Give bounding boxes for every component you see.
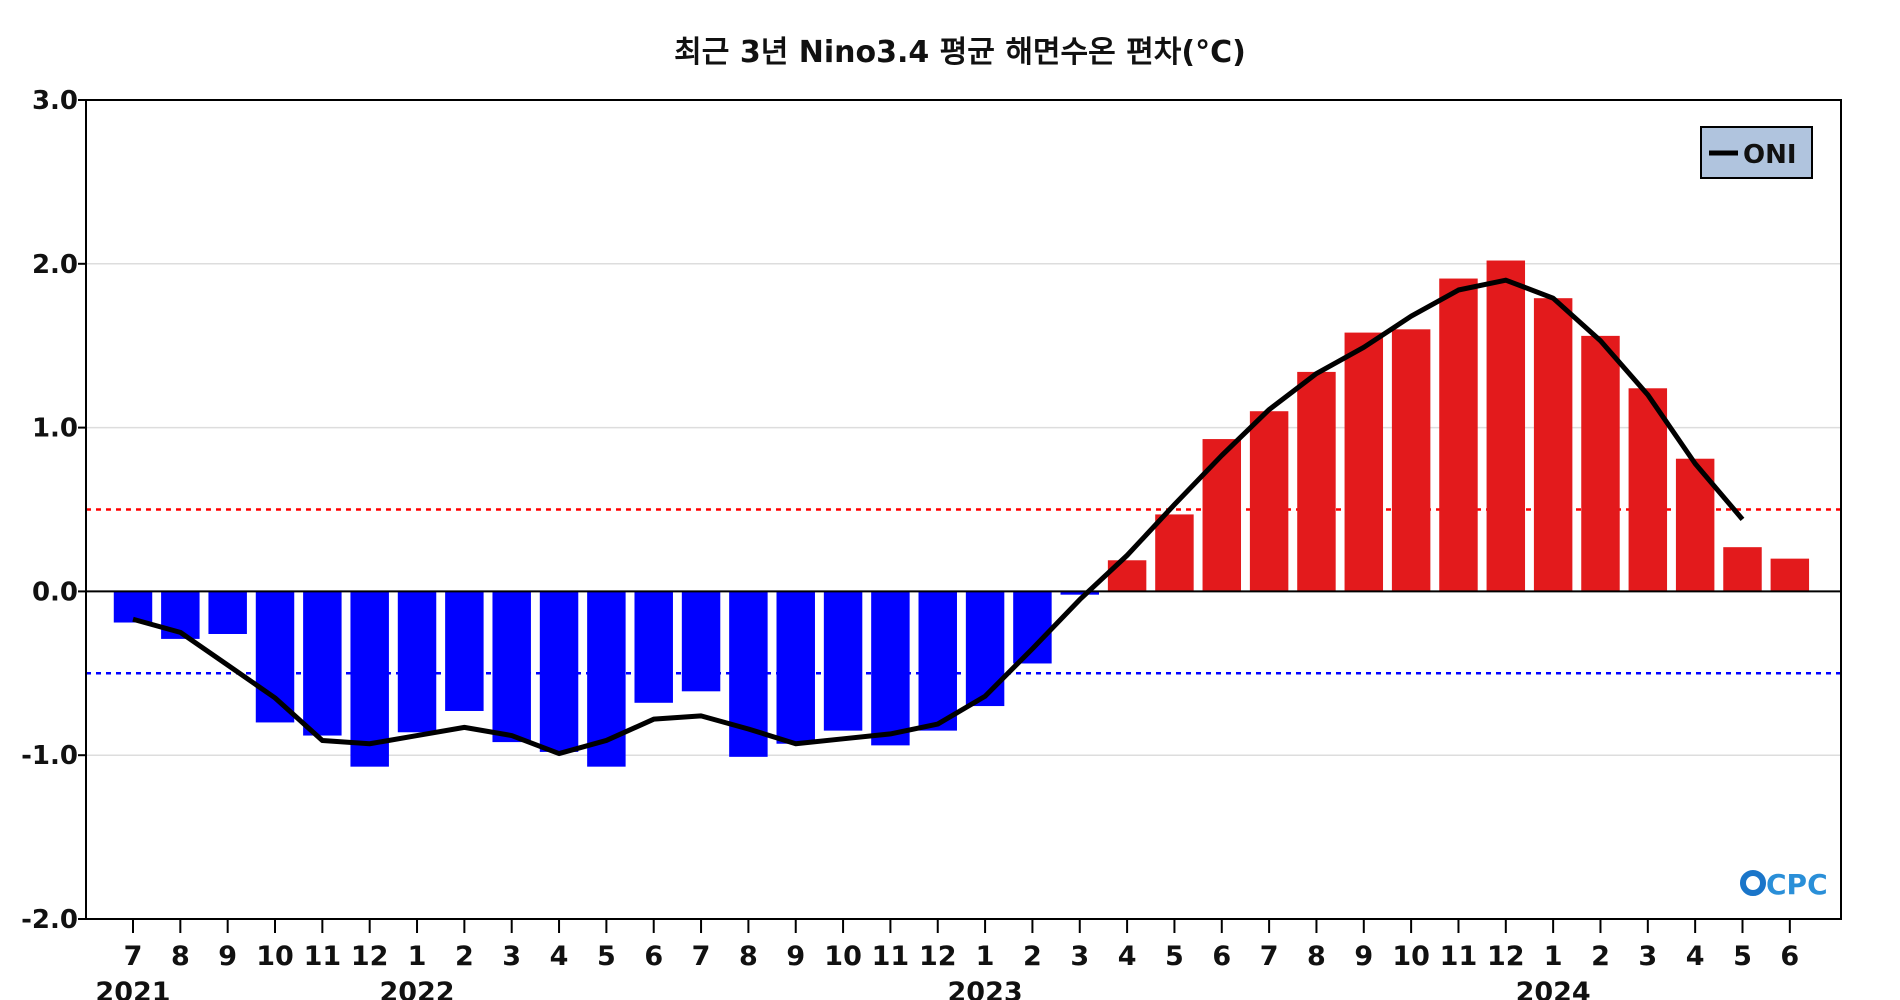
legend-label-oni: ONI: [1743, 140, 1797, 170]
x-tick-label: 5: [1165, 941, 1184, 972]
x-tick-label: 6: [644, 941, 663, 972]
x-tick-label: 12: [919, 941, 957, 972]
bar: [1581, 335, 1620, 592]
x-tick-label: 10: [1392, 941, 1430, 972]
x-tick-label: 11: [872, 941, 910, 972]
year-label: 2024: [1516, 977, 1591, 1000]
bar: [871, 591, 910, 746]
bar: [113, 591, 153, 623]
oni-line: [132, 277, 1745, 757]
bar: [634, 591, 673, 703]
x-tick-label: 4: [1686, 941, 1705, 972]
x-tick-label: 5: [597, 941, 616, 972]
bar: [587, 591, 626, 767]
bar: [350, 591, 389, 767]
bar: [823, 591, 863, 731]
legend: ONI: [1700, 126, 1813, 179]
x-tick-label: 8: [171, 941, 190, 972]
bar: [681, 591, 721, 692]
x-tick-label: 9: [218, 941, 237, 972]
x-tick-label: 7: [124, 941, 143, 972]
bar: [1628, 388, 1668, 592]
bar: [492, 591, 531, 743]
x-tick-label: 1: [976, 941, 995, 972]
x-tick-label: 4: [550, 941, 569, 972]
bar: [303, 591, 342, 736]
bar: [1297, 371, 1336, 592]
x-tick-label: 10: [256, 941, 294, 972]
year-label: 2022: [379, 977, 454, 1000]
bar: [1060, 591, 1099, 595]
x-tick-label: 3: [1638, 941, 1657, 972]
x-tick-label: 8: [1307, 941, 1326, 972]
bar: [1770, 558, 1810, 592]
bar: [776, 591, 815, 744]
bar: [1013, 591, 1052, 664]
bar: [1723, 547, 1762, 592]
bar: [1249, 411, 1289, 592]
y-tick-label: 0.0: [32, 577, 78, 607]
bar: [539, 591, 579, 752]
y-tick-label: 1.0: [32, 414, 78, 444]
x-tick-label: 2: [1591, 941, 1610, 972]
plot-frame: [85, 99, 1842, 920]
x-tick-label: 4: [1118, 941, 1137, 972]
year-label: 2021: [95, 977, 170, 1000]
bar: [255, 591, 295, 723]
x-tick-label: 5: [1733, 941, 1752, 972]
bar: [1202, 439, 1242, 592]
x-tick-label: 7: [692, 941, 711, 972]
x-tick-label: 2: [455, 941, 474, 972]
bar: [965, 591, 1005, 707]
chart-title: 최근 3년 Nino3.4 평균 해면수온 편차(°C): [674, 35, 1246, 70]
bar: [208, 591, 247, 634]
x-tick-label: 9: [1354, 941, 1373, 972]
x-tick-label: 2: [1023, 941, 1042, 972]
x-tick-label: 3: [1070, 941, 1089, 972]
bar: [1439, 278, 1478, 592]
x-tick-label: 1: [1544, 941, 1563, 972]
bar: [918, 591, 957, 731]
year-label: 2023: [948, 977, 1023, 1000]
cpc-logo-text: CPC: [1766, 868, 1828, 901]
bar: [1391, 329, 1431, 592]
x-tick-label: 12: [351, 941, 389, 972]
x-tick-label: 11: [304, 941, 342, 972]
x-tick-label: 3: [502, 941, 521, 972]
x-tick-label: 12: [1487, 941, 1525, 972]
x-tick-label: 6: [1780, 941, 1799, 972]
bar: [445, 591, 484, 711]
cpc-logo: CPC: [1740, 868, 1828, 901]
bar: [1486, 260, 1526, 592]
x-tick-label: 9: [786, 941, 805, 972]
x-tick-label: 6: [1212, 941, 1231, 972]
bar: [397, 591, 437, 733]
y-tick-label: -1.0: [21, 741, 78, 771]
x-tick-label: 8: [739, 941, 758, 972]
y-tick-label: 2.0: [32, 250, 78, 280]
x-tick-label: 10: [824, 941, 862, 972]
x-tick-label: 1: [408, 941, 427, 972]
bar: [1155, 514, 1194, 592]
y-tick-label: 3.0: [32, 86, 78, 116]
bar: [1533, 298, 1573, 592]
bar: [1344, 332, 1384, 592]
x-tick-label: 11: [1440, 941, 1478, 972]
y-tick-label: -2.0: [21, 905, 78, 935]
x-tick-label: 7: [1260, 941, 1279, 972]
